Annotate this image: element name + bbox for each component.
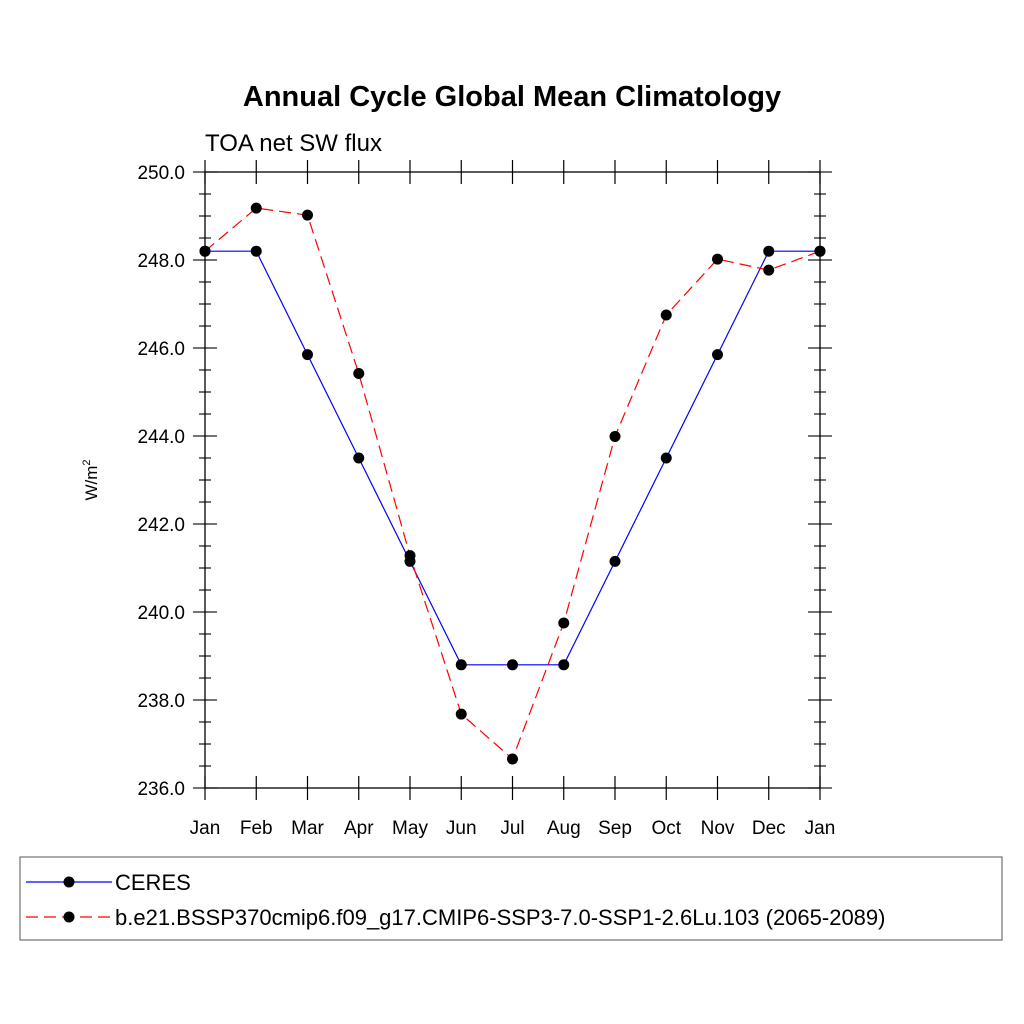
- chart-title: Annual Cycle Global Mean Climatology: [243, 81, 781, 113]
- series-1-point: [455, 708, 467, 720]
- series-1-point: [199, 245, 211, 257]
- series-line-1: [204, 207, 821, 760]
- series-1-point: [712, 253, 723, 265]
- series-1-point: [609, 430, 621, 442]
- y-tick-label: 238.0: [137, 691, 185, 712]
- series-0-point: [353, 452, 365, 464]
- x-tick-label: Aug: [547, 818, 581, 839]
- svg-text:W/m2: W/m2: [81, 459, 101, 500]
- x-tick-label: Jul: [500, 818, 524, 839]
- series-1-point: [302, 209, 313, 221]
- series-line-0: [205, 250, 820, 666]
- series-1-point: [660, 309, 672, 321]
- x-tick-label: Jan: [190, 818, 221, 839]
- legend-marker-1: [63, 911, 75, 923]
- y-tick-label: 248.0: [137, 251, 185, 272]
- x-tick-label: Oct: [651, 818, 681, 839]
- y-axis-label: W/m: [82, 466, 101, 501]
- series-1-point: [558, 617, 570, 629]
- legend-box: [19, 856, 1003, 941]
- chart-subtitle: TOA net SW flux: [205, 130, 382, 157]
- series-0-point: [250, 245, 262, 257]
- x-tick-label: Mar: [291, 818, 324, 839]
- series-0-point: [609, 555, 621, 567]
- x-tick-label: Feb: [240, 818, 273, 839]
- legend-marker-0: [63, 876, 75, 888]
- series-1-point: [250, 202, 262, 214]
- series-0-point: [763, 245, 775, 257]
- series-0-point: [558, 659, 570, 671]
- series-0-point: [455, 659, 467, 671]
- series-1-point: [507, 753, 518, 765]
- y-tick-label: 244.0: [137, 427, 185, 448]
- x-tick-label: Jan: [805, 818, 836, 839]
- series-1-point: [404, 550, 416, 562]
- series-0-point: [712, 349, 723, 361]
- series-0-point: [660, 452, 672, 464]
- x-tick-label: Jun: [446, 818, 477, 839]
- x-tick-label: Sep: [598, 818, 632, 839]
- plot-frame: [204, 171, 821, 789]
- x-tick-label: Apr: [344, 818, 374, 839]
- y-tick-label: 250.0: [137, 163, 185, 184]
- x-tick-label: Nov: [701, 818, 735, 839]
- y-tick-label: 236.0: [137, 779, 185, 800]
- y-axis-title: W/m2: [81, 459, 101, 500]
- series-1-point: [353, 368, 365, 380]
- x-tick-label: Dec: [752, 818, 786, 839]
- legend-entry-0: CERES: [115, 870, 191, 895]
- x-tick-label: May: [392, 818, 428, 839]
- y-tick-label: 240.0: [137, 603, 185, 624]
- legend: CERES b.e21.BSSP370cmip6.f09_g17.CMIP6-SS…: [19, 856, 1003, 941]
- y-axis-label-superscript: 2: [81, 459, 93, 465]
- series-1-point: [763, 264, 775, 276]
- series-1-point: [814, 245, 826, 257]
- series-0-point: [302, 349, 313, 361]
- series-0-point: [507, 659, 518, 671]
- legend-entry-1: b.e21.BSSP370cmip6.f09_g17.CMIP6-SSP3-7.…: [115, 905, 885, 930]
- y-tick-label: 242.0: [137, 515, 185, 536]
- y-tick-label: 246.0: [137, 339, 185, 360]
- plot-area: Jan Feb Mar Apr May Jun Jul Aug Sep Oct Nov Dec Jan2…: [137, 160, 835, 839]
